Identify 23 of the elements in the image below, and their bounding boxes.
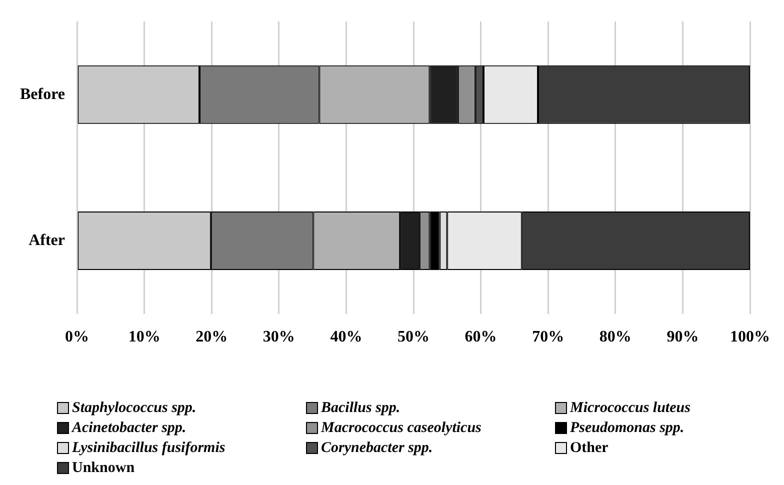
x-tick-label: 0% (65, 328, 90, 346)
y-tick-label: Before (20, 86, 66, 103)
legend-label: Micrococcus luteus (570, 399, 690, 418)
x-tick-label: 60% (464, 328, 497, 346)
y-tick-label: After (28, 232, 66, 249)
legend-label: Acinetobacter spp. (72, 419, 186, 438)
legend-label: Lysinibacillus fusiformis (72, 439, 226, 458)
legend-label: Unknown (72, 459, 135, 478)
legend-label: Staphylococcus spp. (72, 399, 196, 418)
x-tick-label: 90% (666, 328, 699, 346)
x-tick-label: 70% (532, 328, 564, 346)
x-tick-label: 20% (196, 328, 228, 346)
legend-label: Pseudomonas spp. (570, 419, 684, 438)
legend-label: Bacillus spp. (321, 399, 400, 418)
x-tick-label: 50% (398, 328, 430, 346)
x-tick-label: 30% (262, 328, 295, 346)
legend-label: Macrococcus caseolyticus (321, 419, 482, 438)
x-tick-label: 10% (128, 328, 160, 346)
legend-label: Corynebacter spp. (321, 439, 433, 458)
x-tick-label: 40% (330, 328, 362, 346)
x-tick-label: 100% (730, 328, 770, 346)
x-tick-label: 80% (599, 328, 632, 346)
legend-label: Other (570, 439, 608, 458)
